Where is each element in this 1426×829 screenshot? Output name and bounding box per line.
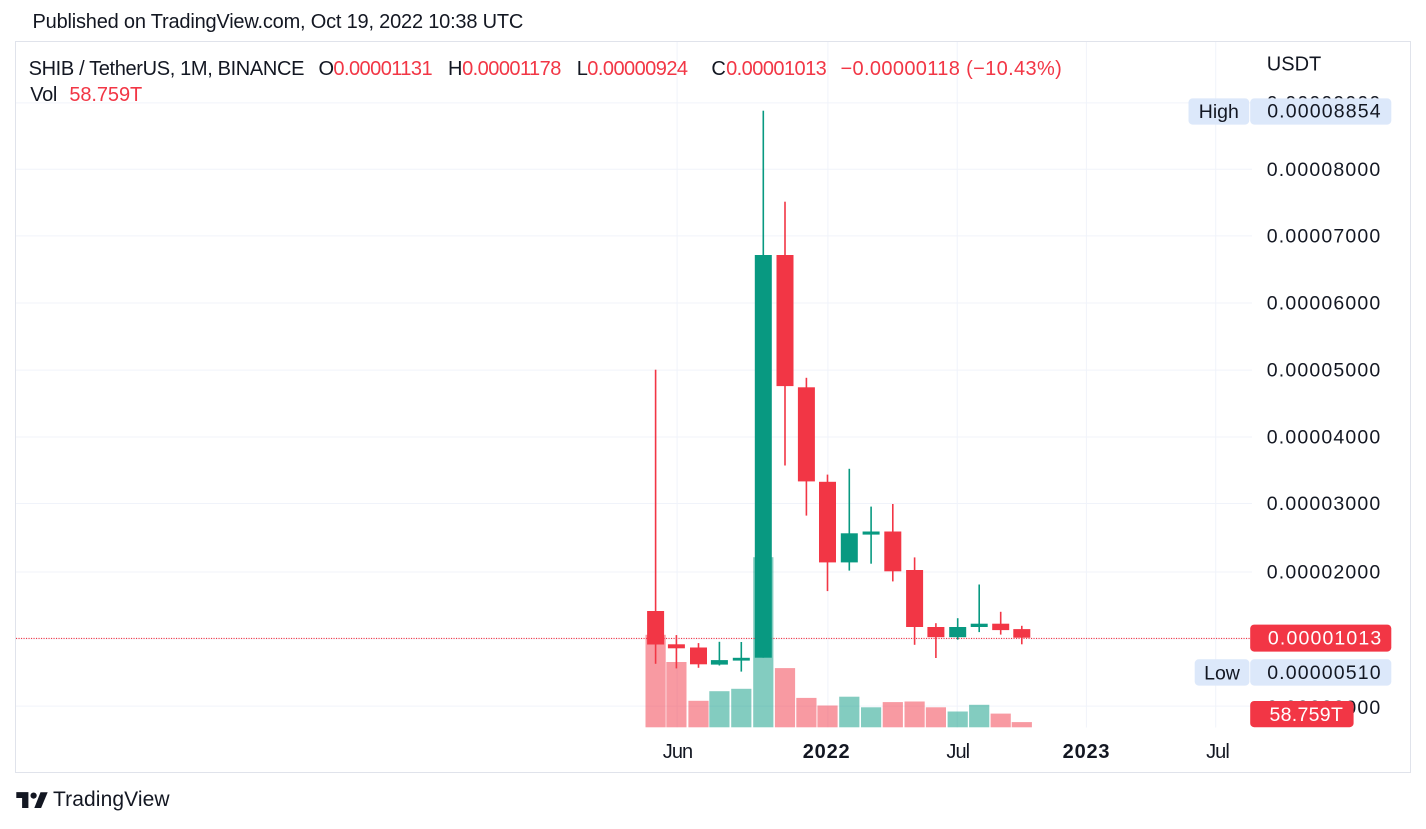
- svg-text:Low: Low: [1204, 663, 1241, 685]
- svg-text:0.00008000: 0.00008000: [1267, 159, 1382, 181]
- svg-text:2022: 2022: [803, 741, 851, 763]
- svg-text:0.00005000: 0.00005000: [1267, 360, 1382, 382]
- svg-text:0.00002000: 0.00002000: [1267, 562, 1382, 584]
- svg-text:58.759T: 58.759T: [1270, 704, 1344, 726]
- svg-text:2023: 2023: [1063, 741, 1111, 763]
- svg-text:Jul: Jul: [1206, 741, 1229, 763]
- svg-text:0.00008854: 0.00008854: [1267, 101, 1382, 123]
- svg-text:Jul: Jul: [946, 741, 969, 763]
- svg-text:0.00000510: 0.00000510: [1267, 662, 1382, 684]
- svg-text:High: High: [1199, 101, 1239, 123]
- svg-text:0.00003000: 0.00003000: [1267, 493, 1382, 515]
- svg-text:USDT: USDT: [1267, 53, 1321, 75]
- svg-text:0.00001013: 0.00001013: [1268, 628, 1383, 650]
- svg-text:0.00004000: 0.00004000: [1267, 427, 1382, 449]
- svg-text:Jun: Jun: [663, 741, 693, 763]
- svg-text:0.00007000: 0.00007000: [1267, 226, 1382, 248]
- svg-text:0.00006000: 0.00006000: [1267, 293, 1382, 315]
